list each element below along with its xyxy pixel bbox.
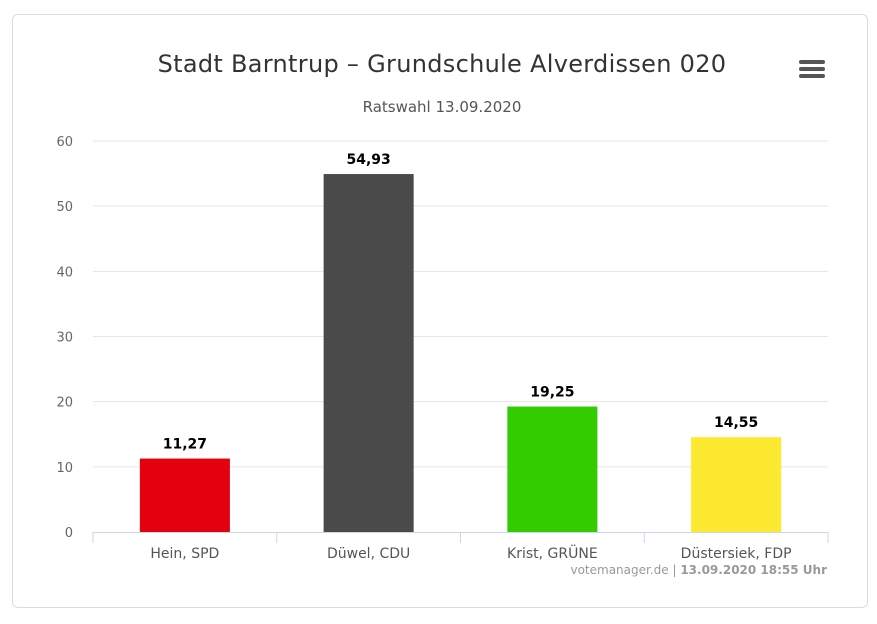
data-label: 11,27 [163,437,207,453]
data-label: 19,25 [530,385,574,401]
x-tick-label: Krist, GRÜNE [507,544,598,562]
bar [507,406,598,532]
y-tick-label: 30 [56,331,73,346]
chart-title: Stadt Barntrup – Grundschule Alverdissen… [157,50,727,78]
credits-separator: | [668,563,681,577]
chart-subtitle: Ratswahl 13.09.2020 [362,98,522,116]
data-label: 14,55 [714,415,758,431]
hamburger-menu-icon[interactable] [799,60,825,82]
bar [691,437,782,532]
bar [323,174,414,533]
x-tick-label: Düwel, CDU [327,546,410,562]
credits-source[interactable]: votemanager.de [570,563,669,577]
credits-timestamp: 13.09.2020 18:55 Uhr [680,563,827,577]
data-label: 54,93 [346,152,390,168]
y-tick-label: 60 [56,135,73,150]
x-tick-label: Hein, SPD [150,546,219,562]
x-tick-label: Düstersiek, FDP [681,546,792,562]
y-tick-label: 40 [56,265,73,280]
bar [139,458,230,532]
y-tick-label: 50 [56,200,73,215]
y-tick-label: 10 [56,461,73,476]
y-tick-label: 0 [65,526,73,541]
credits[interactable]: votemanager.de | 13.09.2020 18:55 Uhr [570,563,827,577]
y-tick-label: 20 [56,396,73,411]
